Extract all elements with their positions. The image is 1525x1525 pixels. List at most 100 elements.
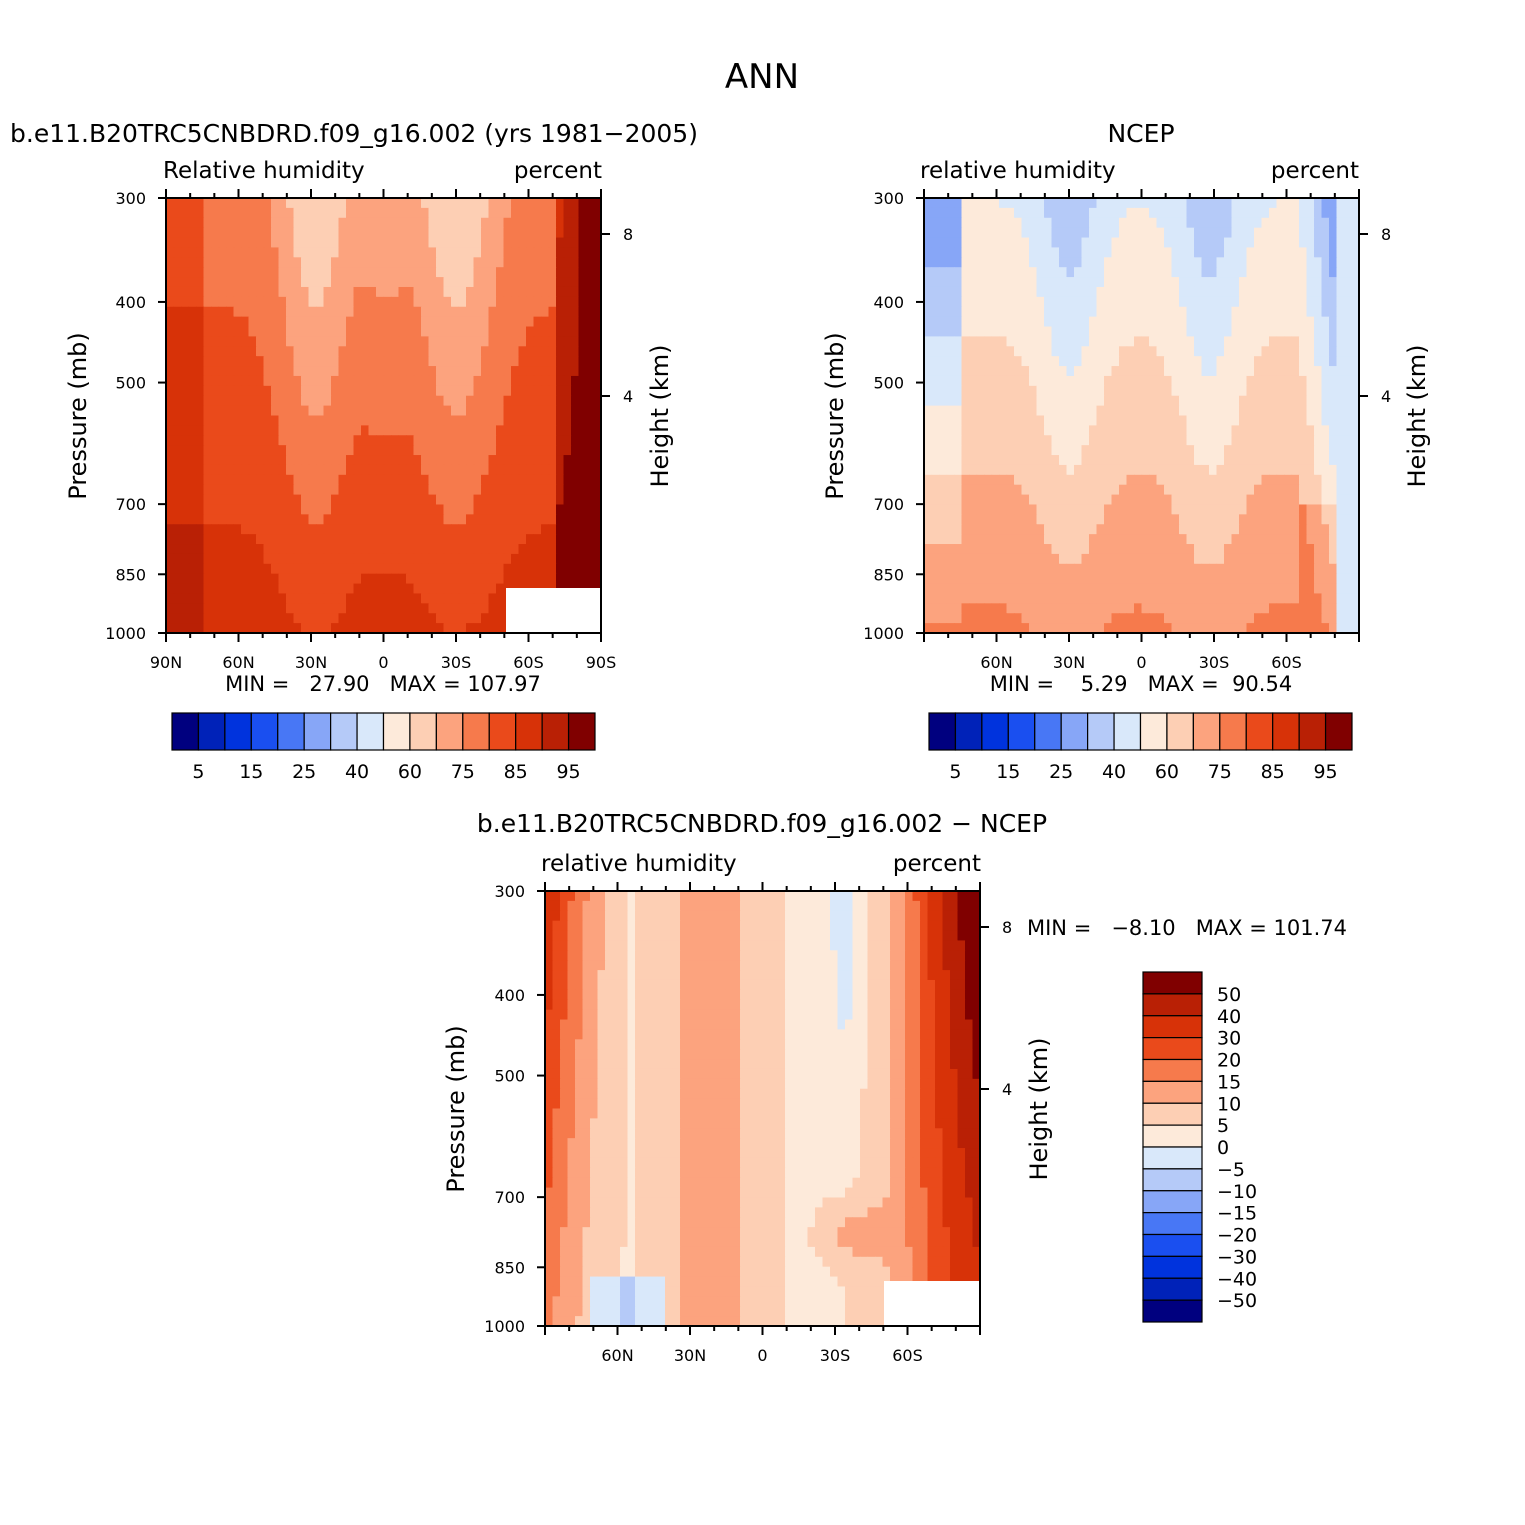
panel-model-stats: MIN = 27.90 MAX = 107.97 xyxy=(225,672,541,696)
field-cell xyxy=(481,296,490,308)
field-cell xyxy=(954,356,963,367)
field-cell xyxy=(1299,366,1308,377)
field-cell xyxy=(383,326,392,338)
field-cell xyxy=(1059,415,1068,426)
field-cell xyxy=(218,346,227,357)
field-cell xyxy=(1276,385,1285,397)
field-cell xyxy=(1156,336,1165,347)
field-cell xyxy=(533,563,542,575)
field-cell xyxy=(1336,563,1345,575)
field-cell xyxy=(991,326,1000,338)
field-cell xyxy=(1306,534,1315,545)
field-cell xyxy=(301,395,310,407)
field-cell xyxy=(391,356,400,367)
field-cell xyxy=(984,455,993,466)
field-cell xyxy=(413,514,422,525)
field-cell xyxy=(931,474,940,486)
field-cell xyxy=(263,455,272,466)
field-cell xyxy=(1164,316,1173,328)
field-cell xyxy=(383,553,392,565)
field-cell xyxy=(1051,346,1060,357)
field-cell xyxy=(1254,247,1263,258)
field-cell xyxy=(166,286,175,298)
field-cell xyxy=(503,257,512,268)
field-cell xyxy=(984,534,993,545)
field-cell xyxy=(1014,326,1023,338)
field-cell xyxy=(451,316,460,328)
field-cell xyxy=(398,474,407,486)
field-cell xyxy=(451,534,460,545)
field-cell xyxy=(353,445,362,456)
field-cell xyxy=(954,237,963,249)
field-cell xyxy=(1006,474,1015,486)
field-cell xyxy=(1344,286,1353,298)
field-cell xyxy=(293,257,302,268)
field-cell xyxy=(548,237,557,249)
field-cell xyxy=(976,474,985,486)
field-cell xyxy=(398,425,407,436)
field-cell xyxy=(1179,237,1188,249)
field-cell xyxy=(593,573,602,585)
field-cell xyxy=(1119,316,1128,328)
field-cell xyxy=(278,366,287,377)
field-cell xyxy=(278,524,287,535)
field-cell xyxy=(443,336,452,347)
field-cell xyxy=(301,425,310,436)
field-cell xyxy=(939,484,948,496)
field-cell xyxy=(466,247,475,258)
field-cell xyxy=(1104,573,1113,585)
field-cell xyxy=(1141,286,1150,298)
field-cell xyxy=(331,504,340,515)
field-cell xyxy=(563,484,572,496)
field-cell xyxy=(1194,336,1203,347)
field-cell xyxy=(571,267,580,278)
field-cell xyxy=(1269,277,1278,288)
field-cell xyxy=(406,445,415,456)
field-cell xyxy=(1134,583,1143,595)
field-cell xyxy=(571,198,580,209)
field-cell xyxy=(488,623,497,634)
field-cell xyxy=(166,257,175,268)
field-cell xyxy=(436,474,445,486)
field-cell xyxy=(1306,257,1315,268)
field-cell xyxy=(1239,583,1248,595)
field-cell xyxy=(1261,366,1270,377)
field-cell xyxy=(984,385,993,397)
field-cell xyxy=(256,237,265,249)
field-cell xyxy=(1164,296,1173,308)
field-cell xyxy=(961,484,970,496)
field-cell xyxy=(226,593,235,604)
field-cell xyxy=(1321,425,1330,436)
field-cell xyxy=(931,207,940,219)
field-cell xyxy=(946,514,955,525)
field-cell xyxy=(1269,395,1278,407)
field-cell xyxy=(1179,425,1188,436)
field-cell xyxy=(308,593,317,604)
field-cell xyxy=(316,217,325,229)
field-cell xyxy=(241,573,250,585)
field-cell xyxy=(316,277,325,288)
field-cell xyxy=(1239,524,1248,535)
field-cell xyxy=(1179,336,1188,347)
field-cell xyxy=(1044,474,1053,486)
field-cell xyxy=(458,494,467,506)
field-cell xyxy=(991,207,1000,219)
field-cell xyxy=(181,237,190,249)
field-cell xyxy=(1231,286,1240,298)
field-cell xyxy=(556,494,565,506)
field-cell xyxy=(173,257,182,268)
field-cell xyxy=(1014,415,1023,426)
field-cell xyxy=(263,277,272,288)
field-cell xyxy=(1321,257,1330,268)
field-cell xyxy=(496,405,505,417)
field-cell xyxy=(1239,346,1248,357)
field-cell xyxy=(1006,306,1015,318)
colorbar-label: 85 xyxy=(504,761,528,783)
field-cell xyxy=(443,425,452,436)
field-cell xyxy=(323,583,332,595)
field-cell xyxy=(999,257,1008,268)
field-cell xyxy=(1179,247,1188,258)
field-cell xyxy=(458,445,467,456)
field-cell xyxy=(248,464,257,476)
field-cell xyxy=(571,524,580,535)
